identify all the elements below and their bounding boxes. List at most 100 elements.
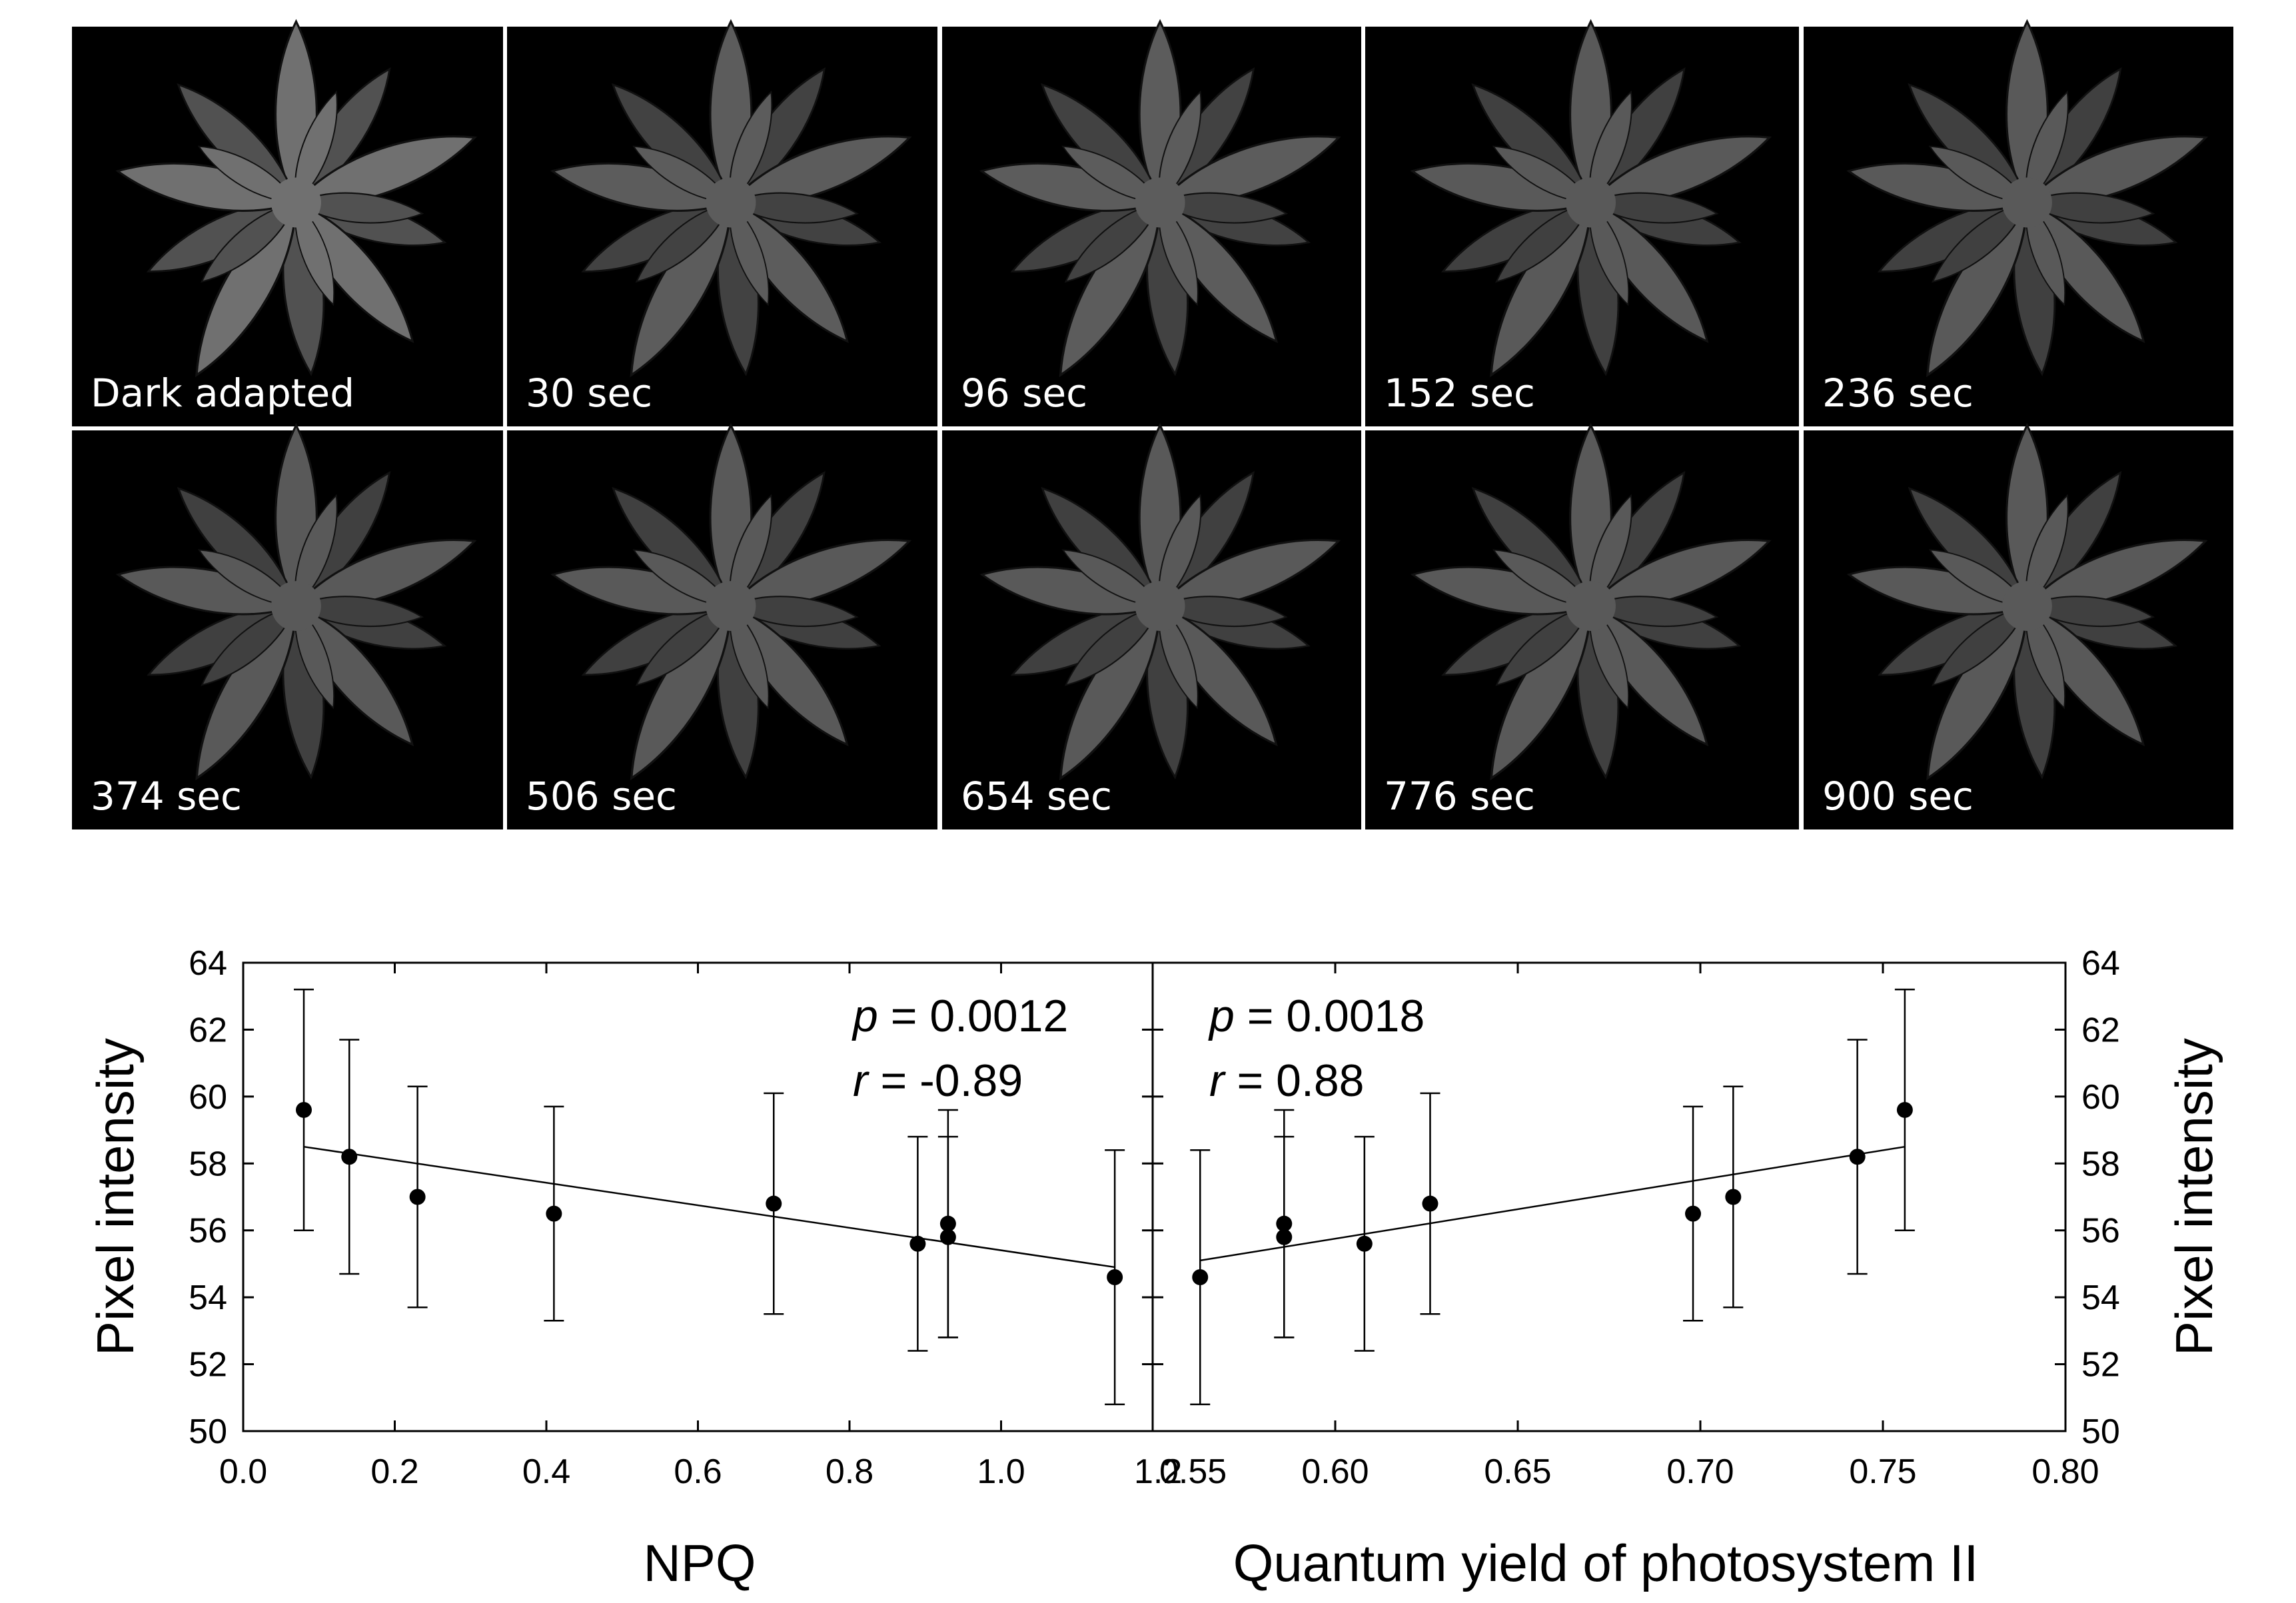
x-tick-label: 0.2 [370,1452,418,1491]
image-panel: 374 sec [72,424,503,829]
x-tick-label: 0.70 [1666,1452,1734,1491]
plant-center [706,581,756,631]
data-point [766,1195,782,1212]
plant-center [1566,177,1616,228]
data-point [1356,1235,1373,1252]
image-panel: 900 sec [1804,424,2233,829]
x-tick-label: 0.75 [1849,1452,1916,1491]
image-panel: 96 sec [942,20,1361,426]
p-value-label: p = 0.0018 [1208,991,1425,1041]
x-tick-label: 0.80 [2031,1452,2099,1491]
data-point [546,1205,562,1222]
r-value: = 0.88 [1225,1055,1365,1106]
x-tick-label: 0.65 [1484,1452,1551,1491]
x-tick-label: 0.4 [522,1452,570,1491]
plant-center [1566,581,1616,631]
p-symbol: p [1208,991,1235,1041]
image-panel: 506 sec [507,424,937,829]
plant-image [113,20,484,388]
panel-caption: 776 sec [1384,774,1535,819]
plant-image [1408,424,1778,791]
y-tick-label: 52 [2081,1346,2120,1384]
panel-caption: 30 sec [526,370,652,416]
regression-line [1200,1145,1906,1262]
data-point [909,1235,926,1252]
x-tick-label: 1.0 [977,1452,1025,1491]
plant-image [1844,20,2215,388]
regression-line [303,1145,1115,1269]
plant-image [1844,424,2214,791]
x-axis-title: NPQ [643,1534,756,1592]
image-panel: 654 sec [942,424,1361,829]
x-tick-label: 0.55 [1159,1452,1227,1491]
data-point [1896,1101,1913,1118]
x-tick-label: 0.8 [826,1452,873,1491]
panel-caption: 506 sec [526,774,677,819]
data-point [1107,1269,1123,1286]
plot-frame [1151,961,2067,1432]
p-value: = 0.0018 [1235,991,1425,1041]
panel-caption: 96 sec [961,370,1087,416]
y-tick-label: 60 [189,1078,227,1117]
image-panels: Dark adapted 30 sec 96 sec 152 sec 236 sec 37… [72,20,2233,829]
x-tick-label: 0.6 [674,1452,722,1491]
data-point [1276,1229,1293,1245]
p-value: = 0.0012 [878,991,1068,1041]
plant-image [1407,20,1778,388]
y-axis-title: Pixel intensity [2165,1038,2223,1356]
plant-center [2002,177,2052,228]
r-symbol: r [1209,1055,1226,1106]
npq-chart: 0.0 0.2 0.4 0.6 0.8 1.0 1.2 50 52 54 56 58 60 62 64 NPQ… [86,944,1182,1592]
image-panel: 776 sec [1365,424,1799,829]
y-axis-title: Pixel intensity [86,1038,145,1356]
image-panel: 30 sec [507,20,937,426]
data-point [409,1189,426,1205]
x-tick-label: 0.60 [1301,1452,1369,1491]
panel-caption: Dark adapted [91,370,354,416]
panel-caption: 374 sec [91,774,242,819]
plant-center [1135,177,1185,228]
panel-caption: 654 sec [961,774,1112,819]
r-value-label: r = 0.88 [1209,1055,1365,1106]
y-tick-label: 64 [189,944,227,983]
charts: 0.0 0.2 0.4 0.6 0.8 1.0 1.2 50 52 54 56 58 60 62 64 NPQ… [86,944,2223,1592]
y-tick-label: 54 [189,1279,227,1317]
data-point [1725,1189,1742,1205]
y-tick-label: 56 [189,1212,227,1251]
plant-center [706,177,756,228]
y-tick-label: 64 [2081,944,2120,983]
plant-center [271,581,321,631]
data-point [1685,1205,1702,1222]
r-symbol: r [853,1055,869,1106]
plant-center [2002,581,2052,631]
plant-center [271,177,321,228]
plant-image [977,424,1347,791]
plant-image [548,20,918,388]
data-point [341,1149,358,1165]
y-tick-label: 50 [189,1412,227,1451]
y-tick-label: 58 [2081,1145,2120,1183]
y-tick-label: 62 [2081,1011,2120,1049]
y-tick-label: 54 [2081,1279,2120,1317]
panel-caption: 152 sec [1384,370,1535,416]
data-point [939,1229,956,1245]
x-axis-title: Quantum yield of photosystem II [1233,1534,1979,1592]
plant-image [548,424,918,791]
image-panel: 236 sec [1804,20,2233,426]
data-point [1192,1269,1209,1286]
image-panel: 152 sec [1365,20,1799,426]
y-tick-label: 56 [2081,1212,2120,1251]
image-panel: Dark adapted [72,20,503,426]
r-value: = -0.89 [868,1055,1023,1106]
x-tick-label: 0.0 [219,1452,267,1491]
panel-caption: 900 sec [1822,774,1974,819]
y-tick-label: 62 [189,1011,227,1049]
plant-center [1135,581,1185,631]
p-value-label: p = 0.0012 [852,991,1068,1041]
data-point [296,1101,312,1118]
x-tick-label: 1.2 [1134,1452,1182,1491]
plant-image [977,20,1348,388]
